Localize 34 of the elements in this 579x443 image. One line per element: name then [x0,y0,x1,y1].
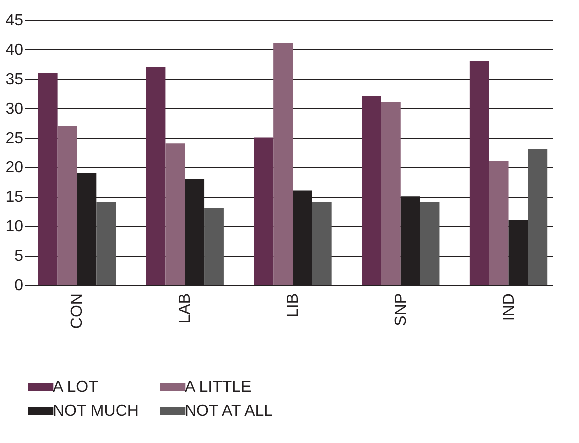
legend-label: A LOT [53,379,99,396]
bar [312,202,332,285]
bar [204,208,224,285]
legend-label: NOT MUCH [53,403,139,420]
bar [146,67,166,285]
y-tick-label: 40 [6,42,24,59]
bar [470,61,490,285]
legend-label: NOT AT ALL [185,403,274,420]
bar [489,161,509,285]
bar [58,126,78,285]
x-tick-label: CON [69,294,86,330]
y-tick-label: 35 [6,71,24,88]
legend-label: A LITTLE [185,379,252,396]
x-tick-label: SNP [392,294,410,326]
bar [96,202,116,285]
bar [166,144,186,285]
x-tick-label: LIB [285,294,302,318]
y-tick-label: 30 [6,100,24,118]
y-tick-label: 25 [6,130,24,148]
bar [274,44,293,285]
bar [254,138,274,285]
bar [362,96,382,285]
x-tick-label: IND [500,294,518,322]
bar [38,73,58,285]
bar [420,202,440,285]
y-tick-label: 45 [6,12,24,30]
y-tick-label: 5 [14,248,24,266]
y-tick-label: 10 [6,218,24,236]
y-tick-label: 0 [14,278,24,294]
x-tick-label: LAB [177,294,194,324]
y-tick-label: 20 [6,160,24,177]
bar [381,102,401,285]
bar [528,150,548,285]
y-tick-label: 15 [6,189,24,206]
